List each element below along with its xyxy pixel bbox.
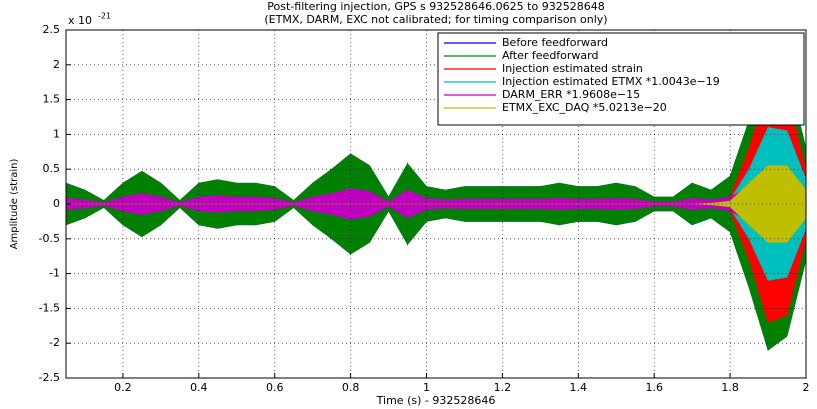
y-tick-label: -0.5	[39, 232, 60, 245]
y-tick-label: 2	[53, 58, 60, 71]
legend-label: Before feedforward	[502, 36, 608, 49]
y-tick-label: -2	[49, 336, 60, 349]
y-scale-exponent: -21	[98, 12, 111, 21]
x-tick-label: 1	[423, 381, 430, 394]
x-tick-label: 1.8	[721, 381, 739, 394]
x-tick-label: 1.6	[645, 381, 663, 394]
x-tick-label: 0.2	[114, 381, 132, 394]
y-tick-label: 2.5	[43, 23, 61, 36]
y-tick-label: 0.5	[43, 162, 61, 175]
x-tick-label: 1.2	[494, 381, 512, 394]
y-tick-label: -1	[49, 267, 60, 280]
chart-title: Post-filtering injection, GPS s 93252864…	[267, 0, 604, 13]
x-tick-label: 0.4	[190, 381, 208, 394]
legend-label: After feedforward	[502, 49, 598, 62]
chart-subtitle: (ETMX, DARM, EXC not calibrated; for tim…	[264, 13, 607, 26]
x-axis-label: Time (s) - 932528646	[376, 394, 496, 407]
y-tick-label: -2.5	[39, 371, 60, 384]
x-tick-label: 1.4	[570, 381, 588, 394]
y-tick-label: -1.5	[39, 301, 60, 314]
x-tick-label: 0.6	[266, 381, 284, 394]
legend-label: Injection estimated ETMX *1.0043e−19	[502, 75, 720, 88]
y-tick-label: 1	[53, 127, 60, 140]
y-scale-label: x 10	[68, 14, 92, 27]
legend-label: Injection estimated strain	[502, 62, 643, 75]
y-tick-label: 0	[53, 197, 60, 210]
y-axis-label: Amplitude (strain)	[9, 159, 20, 250]
y-tick-label: 1.5	[43, 93, 61, 106]
plot-frame	[65, 29, 807, 379]
legend-label: ETMX_EXC_DAQ *5.0213e−20	[502, 101, 667, 114]
x-tick-label: 0.8	[342, 381, 360, 394]
x-tick-label: 2	[803, 381, 810, 394]
legend-box	[437, 32, 805, 126]
legend-label: DARM_ERR *1.9608e−15	[502, 88, 640, 101]
